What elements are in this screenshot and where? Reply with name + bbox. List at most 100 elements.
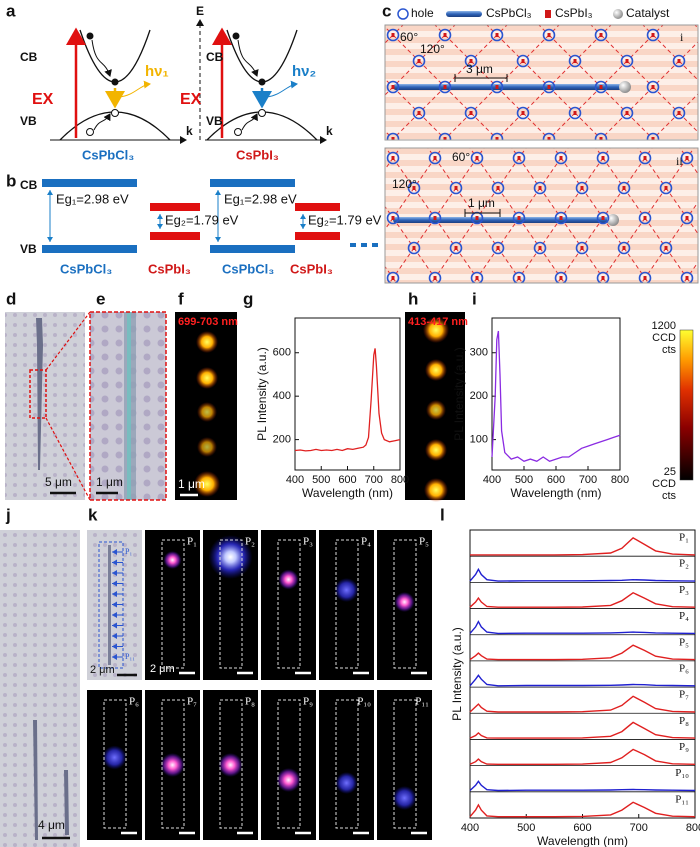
vb-bar <box>210 245 295 253</box>
hole <box>367 123 378 134</box>
hole <box>428 271 442 283</box>
hole <box>596 211 610 225</box>
excitation-label: EX <box>180 91 202 108</box>
iodide <box>475 156 479 160</box>
iodide <box>517 156 521 160</box>
hole <box>451 303 462 314</box>
lattice-line <box>351 248 372 278</box>
relaxation-arrow <box>93 113 111 131</box>
iodide <box>559 216 563 220</box>
lattice-line <box>519 338 540 368</box>
lattice-line <box>582 338 603 368</box>
pl-spot <box>196 367 218 389</box>
lattice-line <box>540 308 561 338</box>
series-label: P₁₁ <box>675 793 689 805</box>
hole <box>640 333 651 344</box>
hole <box>594 80 608 94</box>
iodide <box>476 336 479 340</box>
series-label: P₆ <box>679 662 689 674</box>
legend-hole <box>397 8 409 20</box>
zoom-box <box>29 369 47 419</box>
hole <box>336 186 347 197</box>
iodide <box>643 156 647 160</box>
iodide <box>651 137 655 140</box>
legend-iodide <box>545 10 551 18</box>
iodide <box>685 276 689 280</box>
hole <box>554 271 568 283</box>
y-tick-label: 200 <box>273 434 291 446</box>
emission-label: hν₂ <box>292 63 316 80</box>
pl-image <box>377 690 432 840</box>
iodide <box>412 186 416 190</box>
iodide <box>366 59 369 63</box>
pl-image <box>319 530 374 680</box>
iodide <box>340 137 343 141</box>
lattice-line <box>341 9 367 35</box>
panel-label: a <box>6 1 16 20</box>
panel-label: c <box>382 1 391 20</box>
point-label: P₁₀ <box>357 696 371 708</box>
hole <box>620 106 634 120</box>
hole <box>646 80 660 94</box>
hole <box>568 106 582 120</box>
hole <box>346 153 357 164</box>
pl-spot <box>334 578 359 602</box>
iodide <box>350 156 353 160</box>
iodide <box>559 276 563 280</box>
series-label: P₂ <box>679 558 689 570</box>
hole <box>594 132 608 140</box>
hole <box>234 128 242 136</box>
hole <box>346 273 357 284</box>
zoom-line <box>45 417 91 501</box>
schematic-i <box>315 9 698 197</box>
hole <box>577 303 588 314</box>
gap-label: Eg₁=2.98 eV <box>56 191 129 206</box>
iodide <box>391 33 395 37</box>
iodide <box>625 59 629 63</box>
colorbar-label: 25 <box>664 466 676 478</box>
iodide <box>539 306 542 310</box>
hole <box>258 109 266 117</box>
hole <box>512 211 526 225</box>
region-box <box>219 699 243 829</box>
iodide <box>664 186 668 190</box>
iodide <box>622 246 626 250</box>
panel-label: h <box>408 289 418 308</box>
iodide <box>538 186 542 190</box>
colorbar-label: 1200 <box>652 320 676 332</box>
point-label: P₅ <box>419 536 429 548</box>
scale-label: 4 μm <box>38 818 65 832</box>
hole <box>472 333 483 344</box>
iodide <box>625 111 629 115</box>
y-tick-label: 200 <box>470 390 488 402</box>
hole <box>680 271 694 283</box>
hole <box>542 80 556 94</box>
pl-image <box>261 690 316 840</box>
hole <box>514 333 525 344</box>
plot-frame <box>491 317 621 471</box>
lattice-line <box>315 35 341 61</box>
angle-label: 60° <box>452 150 470 164</box>
spectrum-line <box>469 674 696 687</box>
x-tick-label: 600 <box>547 474 565 486</box>
hole <box>428 211 442 225</box>
iodide <box>547 85 551 89</box>
panel-k: k P₁ P₁₁ 2 μm P₁ 2 μm P₂ P₃ P₄ P₅ P₆ P₇ P₈ P₉ P₁₀ P₁₁ <box>87 505 432 840</box>
lattice-line <box>477 308 498 338</box>
vb-bar <box>150 232 200 240</box>
lattice-line <box>330 338 351 368</box>
lattice-line <box>498 308 519 338</box>
iodide <box>497 306 500 310</box>
point-label: P₁ <box>187 536 197 548</box>
hole <box>554 151 568 165</box>
pl-spot <box>424 478 448 502</box>
hole <box>638 211 652 225</box>
cb-bar <box>295 203 340 211</box>
x-tick-label: 400 <box>483 474 501 486</box>
lattice-line <box>624 308 645 338</box>
pl-spot <box>276 768 301 792</box>
iodide <box>340 33 343 37</box>
hole <box>672 106 686 120</box>
band-label: CB <box>20 178 38 192</box>
lattice-line <box>351 158 372 188</box>
